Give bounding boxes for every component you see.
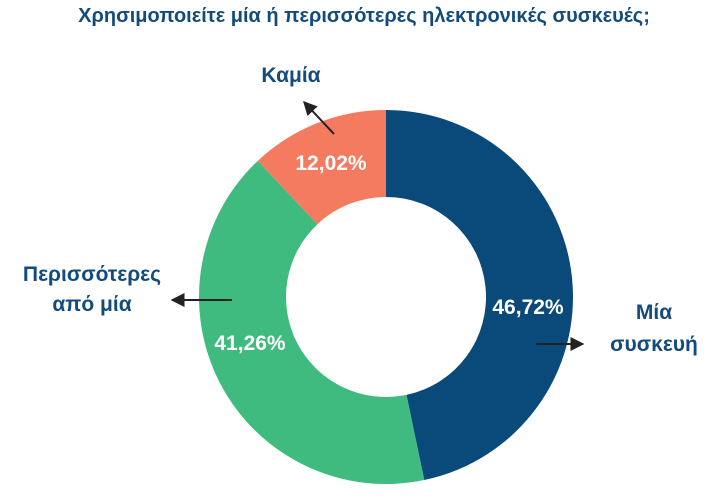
- value-label-none: 12,02%: [295, 152, 367, 175]
- chart-title: Χρησιμοποιείτε μία ή περισσότερες ηλεκτρ…: [78, 5, 650, 27]
- value-label-one-device: 46,72%: [492, 296, 564, 319]
- arrow-none: [303, 100, 335, 135]
- label-arrows: [170, 100, 585, 351]
- category-label-line: Μία: [636, 301, 672, 324]
- slice-none: [257, 110, 386, 225]
- category-label-line: Καμία: [261, 64, 320, 87]
- category-label-line: Περισσότερες: [23, 263, 161, 286]
- category-labels: Μία συσκευή Περισσότερες από μία Καμία: [23, 64, 698, 356]
- value-label-more-than-one: 41,26%: [214, 332, 286, 355]
- slice-more-than-one: [198, 160, 425, 484]
- category-label-none: Καμία: [261, 64, 320, 87]
- donut-slices: [198, 110, 573, 484]
- category-label-one-device: Μία συσκευή: [610, 301, 698, 356]
- value-labels: 46,72% 41,26% 12,02%: [214, 152, 564, 355]
- category-label-more-than-one: Περισσότερες από μία: [23, 263, 161, 316]
- category-label-line: συσκευή: [610, 333, 698, 356]
- category-label-line: από μία: [52, 293, 131, 316]
- slice-one-device: [386, 110, 573, 481]
